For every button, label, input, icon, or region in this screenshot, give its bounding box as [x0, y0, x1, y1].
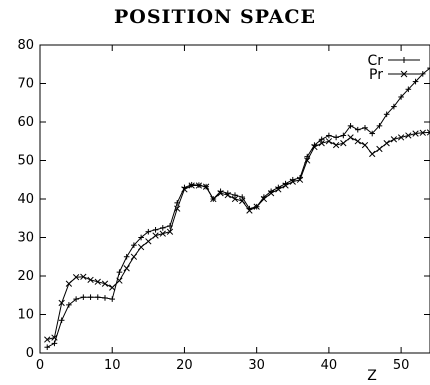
- data-point-pr: [289, 178, 296, 185]
- data-point-pr: [87, 276, 94, 284]
- data-point-pr: [94, 278, 101, 285]
- data-point-pr: [318, 140, 325, 147]
- data-point-pr: [369, 150, 376, 158]
- data-point-pr: [217, 190, 224, 197]
- legend-label-cr: Cr: [367, 53, 383, 69]
- data-point-pr: [419, 129, 426, 136]
- data-point-pr: [181, 186, 188, 193]
- data-point-pr: [231, 195, 239, 203]
- data-point-pr: [58, 299, 65, 307]
- x-tick-label: 0: [36, 358, 44, 373]
- x-tick-label: 30: [248, 358, 265, 373]
- data-point-pr: [80, 273, 87, 280]
- data-point-pr: [311, 143, 318, 151]
- data-point-pr: [376, 145, 383, 153]
- data-point-pr: [109, 284, 116, 291]
- y-tick-label: 50: [17, 154, 34, 169]
- chart-title: POSITION SPACE: [114, 6, 316, 28]
- data-point-pr: [275, 186, 282, 193]
- data-point-pr: [296, 176, 304, 183]
- y-tick-label: 60: [17, 115, 34, 130]
- data-point-pr: [44, 336, 51, 343]
- data-point-pr: [195, 182, 203, 189]
- data-point-pr: [224, 191, 231, 199]
- data-point-pr: [152, 232, 159, 239]
- data-point-pr: [202, 183, 210, 190]
- legend-label-pr: Pr: [369, 67, 383, 83]
- data-point-pr: [354, 138, 361, 145]
- data-point-pr: [166, 228, 174, 235]
- x-axis-label: Z: [367, 368, 377, 384]
- data-point-pr: [325, 138, 333, 145]
- data-point-pr: [116, 277, 123, 284]
- data-point-pr: [304, 157, 311, 164]
- data-point-pr: [405, 132, 412, 139]
- data-point-pr: [159, 230, 166, 237]
- data-point-pr: [123, 265, 130, 272]
- data-point-pr: [174, 205, 181, 212]
- y-tick-label: 20: [17, 269, 34, 284]
- data-point-pr: [426, 129, 430, 134]
- x-tick-label: 50: [393, 358, 410, 373]
- y-tick-label: 80: [17, 38, 34, 53]
- y-tick-label: 70: [17, 77, 34, 92]
- data-point-pr: [51, 334, 58, 341]
- data-point-pr: [260, 195, 268, 203]
- y-tick-label: 10: [17, 308, 34, 323]
- data-point-pr: [332, 141, 340, 149]
- data-point-pr: [239, 197, 246, 205]
- data-point-pr: [210, 195, 217, 203]
- y-tick-label: 30: [17, 231, 34, 246]
- data-point-pr: [383, 140, 390, 147]
- data-point-pr: [267, 190, 275, 197]
- data-point-pr: [361, 141, 369, 149]
- data-point-pr: [137, 243, 145, 251]
- data-point-pr: [412, 130, 419, 137]
- series-line-pr: [47, 131, 430, 340]
- data-point-pr: [188, 182, 195, 189]
- data-point-pr: [282, 182, 289, 189]
- data-point-pr: [145, 238, 152, 245]
- y-tick-label: 40: [17, 192, 34, 207]
- data-point-pr: [130, 253, 138, 260]
- data-point-pr: [101, 280, 109, 287]
- data-point-pr: [347, 134, 354, 141]
- x-tick-label: 20: [176, 358, 193, 373]
- data-point-pr: [390, 136, 398, 143]
- data-point-pr: [253, 203, 260, 210]
- data-point-pr: [72, 274, 80, 281]
- legend-marker-pr: [400, 70, 408, 78]
- data-point-pr: [426, 131, 430, 136]
- y-tick-label: 0: [26, 346, 34, 361]
- series-line-cr: [46, 67, 430, 348]
- data-point-pr: [340, 140, 347, 147]
- data-point-pr: [65, 280, 73, 287]
- x-tick-label: 10: [104, 358, 121, 373]
- x-tick-label: 40: [321, 358, 338, 373]
- data-point-pr: [397, 134, 405, 141]
- data-point-pr: [246, 207, 253, 214]
